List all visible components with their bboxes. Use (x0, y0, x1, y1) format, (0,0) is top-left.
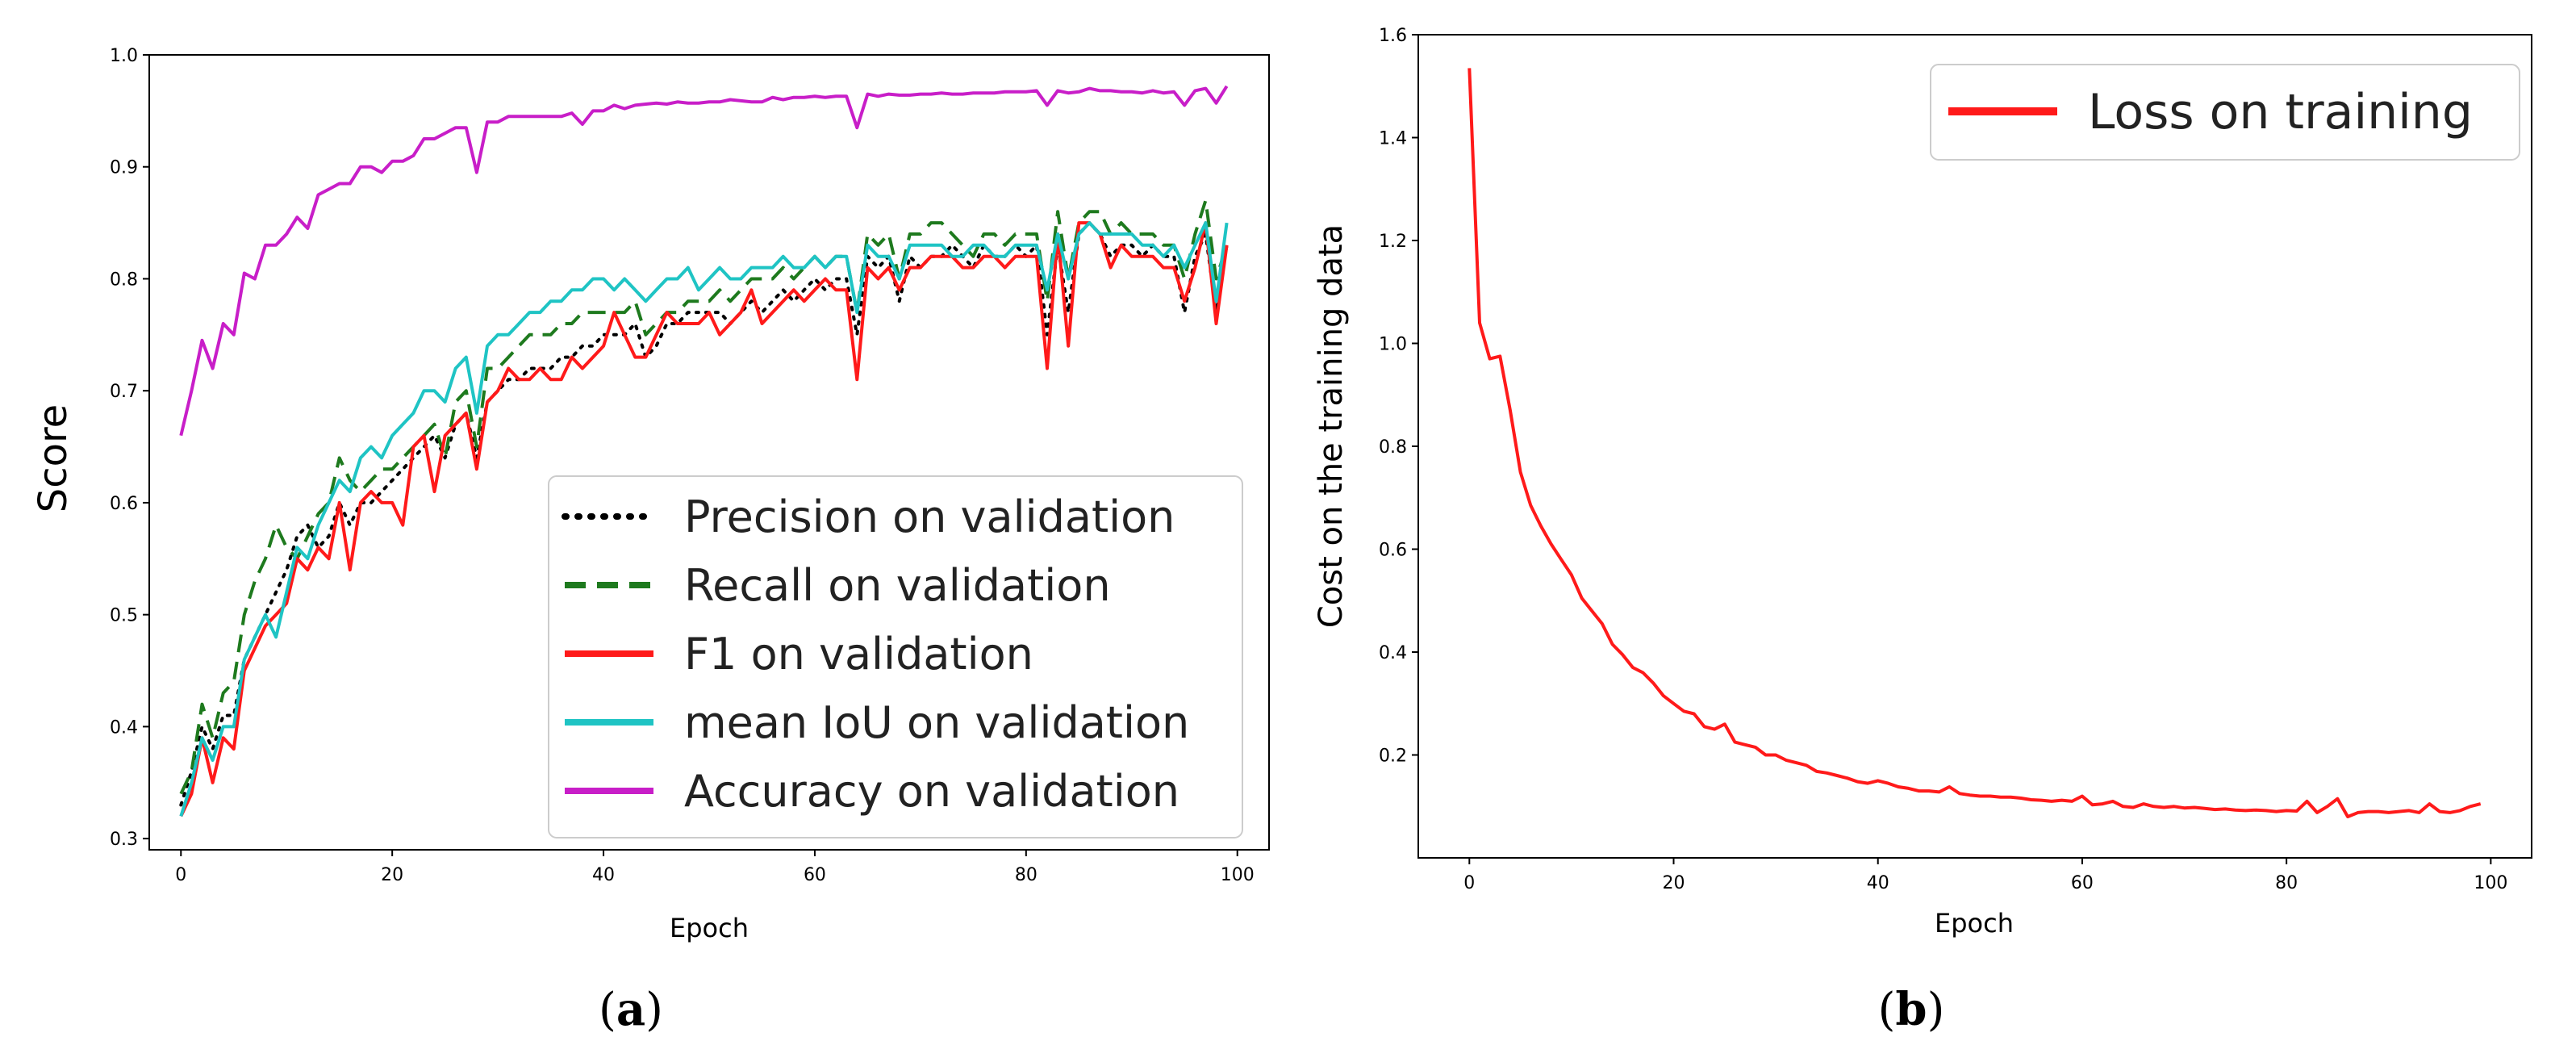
y-tick-label: 0.5 (110, 606, 138, 626)
x-tick-label: 0 (175, 865, 186, 885)
y-tick-label: 1.6 (1379, 26, 1407, 46)
chart-a-xlabel: Epoch (670, 913, 749, 943)
chart-a-legend-box (548, 475, 1243, 838)
series-line-loss-on-training (1468, 68, 2482, 818)
y-tick-label: 0.2 (1379, 746, 1407, 767)
legend-label: mean IoU on validation (684, 697, 1189, 748)
y-tick-label: 0.9 (110, 158, 138, 178)
y-tick-label: 0.8 (1379, 437, 1407, 458)
legend-label: Loss on training (2088, 84, 2473, 140)
y-tick-label: 0.6 (1379, 541, 1407, 561)
y-tick-label: 0.4 (1379, 643, 1407, 663)
legend-label: Precision on validation (684, 491, 1175, 542)
chart-a-legend: Precision on validation Recall on validat… (548, 475, 1243, 838)
x-tick-label: 20 (381, 865, 403, 885)
x-tick-label: 40 (592, 865, 615, 885)
chart-b-ylabel: Cost on the training data (1313, 224, 1350, 628)
x-tick-label: 100 (2474, 873, 2507, 893)
chart-b: 0.2 0.4 0.6 0.8 1.0 1.2 1.4 1.6 0 20 40 60 80 100 Ep… (1313, 26, 2532, 939)
chart-a: 0.3 0.4 0.5 0.6 0.7 0.8 0.9 1.0 0 20 40 60 80 100 Ep… (31, 46, 1270, 943)
panel-label-a: (a) (599, 983, 663, 1036)
chart-b-legend-box (1930, 64, 2520, 161)
series-line-mean-iou-on-validation (179, 221, 1229, 818)
series-line-f1-on-validation (179, 221, 1229, 818)
chart-a-frame (148, 54, 1270, 851)
legend-label: Accuracy on validation (684, 766, 1179, 817)
y-tick-label: 1.4 (1379, 129, 1407, 149)
legend-label: Recall on validation (684, 560, 1111, 611)
x-tick-label: 60 (804, 865, 826, 885)
x-tick-label: 80 (2275, 873, 2298, 893)
legend-label: F1 on validation (684, 629, 1033, 680)
x-tick-label: 100 (1221, 865, 1255, 885)
chart-b-legend: Loss on training (1930, 64, 2520, 161)
x-tick-label: 60 (2071, 873, 2094, 893)
y-tick-label: 1.2 (1379, 232, 1407, 252)
y-tick-label: 0.8 (110, 270, 138, 290)
x-tick-label: 80 (1015, 865, 1037, 885)
chart-a-ylabel: Score (31, 404, 76, 512)
y-tick-label: 0.7 (110, 382, 138, 402)
y-tick-label: 0.6 (110, 494, 138, 514)
y-tick-label: 0.4 (110, 717, 138, 738)
panel-label-b: (b) (1878, 983, 1945, 1036)
x-tick-label: 0 (1463, 873, 1475, 893)
y-tick-label: 1.0 (110, 46, 138, 66)
x-tick-label: 20 (1663, 873, 1685, 893)
series-line-accuracy-on-validation (179, 85, 1229, 437)
x-tick-label: 40 (1867, 873, 1889, 893)
y-tick-label: 1.0 (1379, 335, 1407, 355)
chart-b-xlabel: Epoch (1935, 908, 2014, 939)
y-tick-label: 0.3 (110, 830, 138, 850)
